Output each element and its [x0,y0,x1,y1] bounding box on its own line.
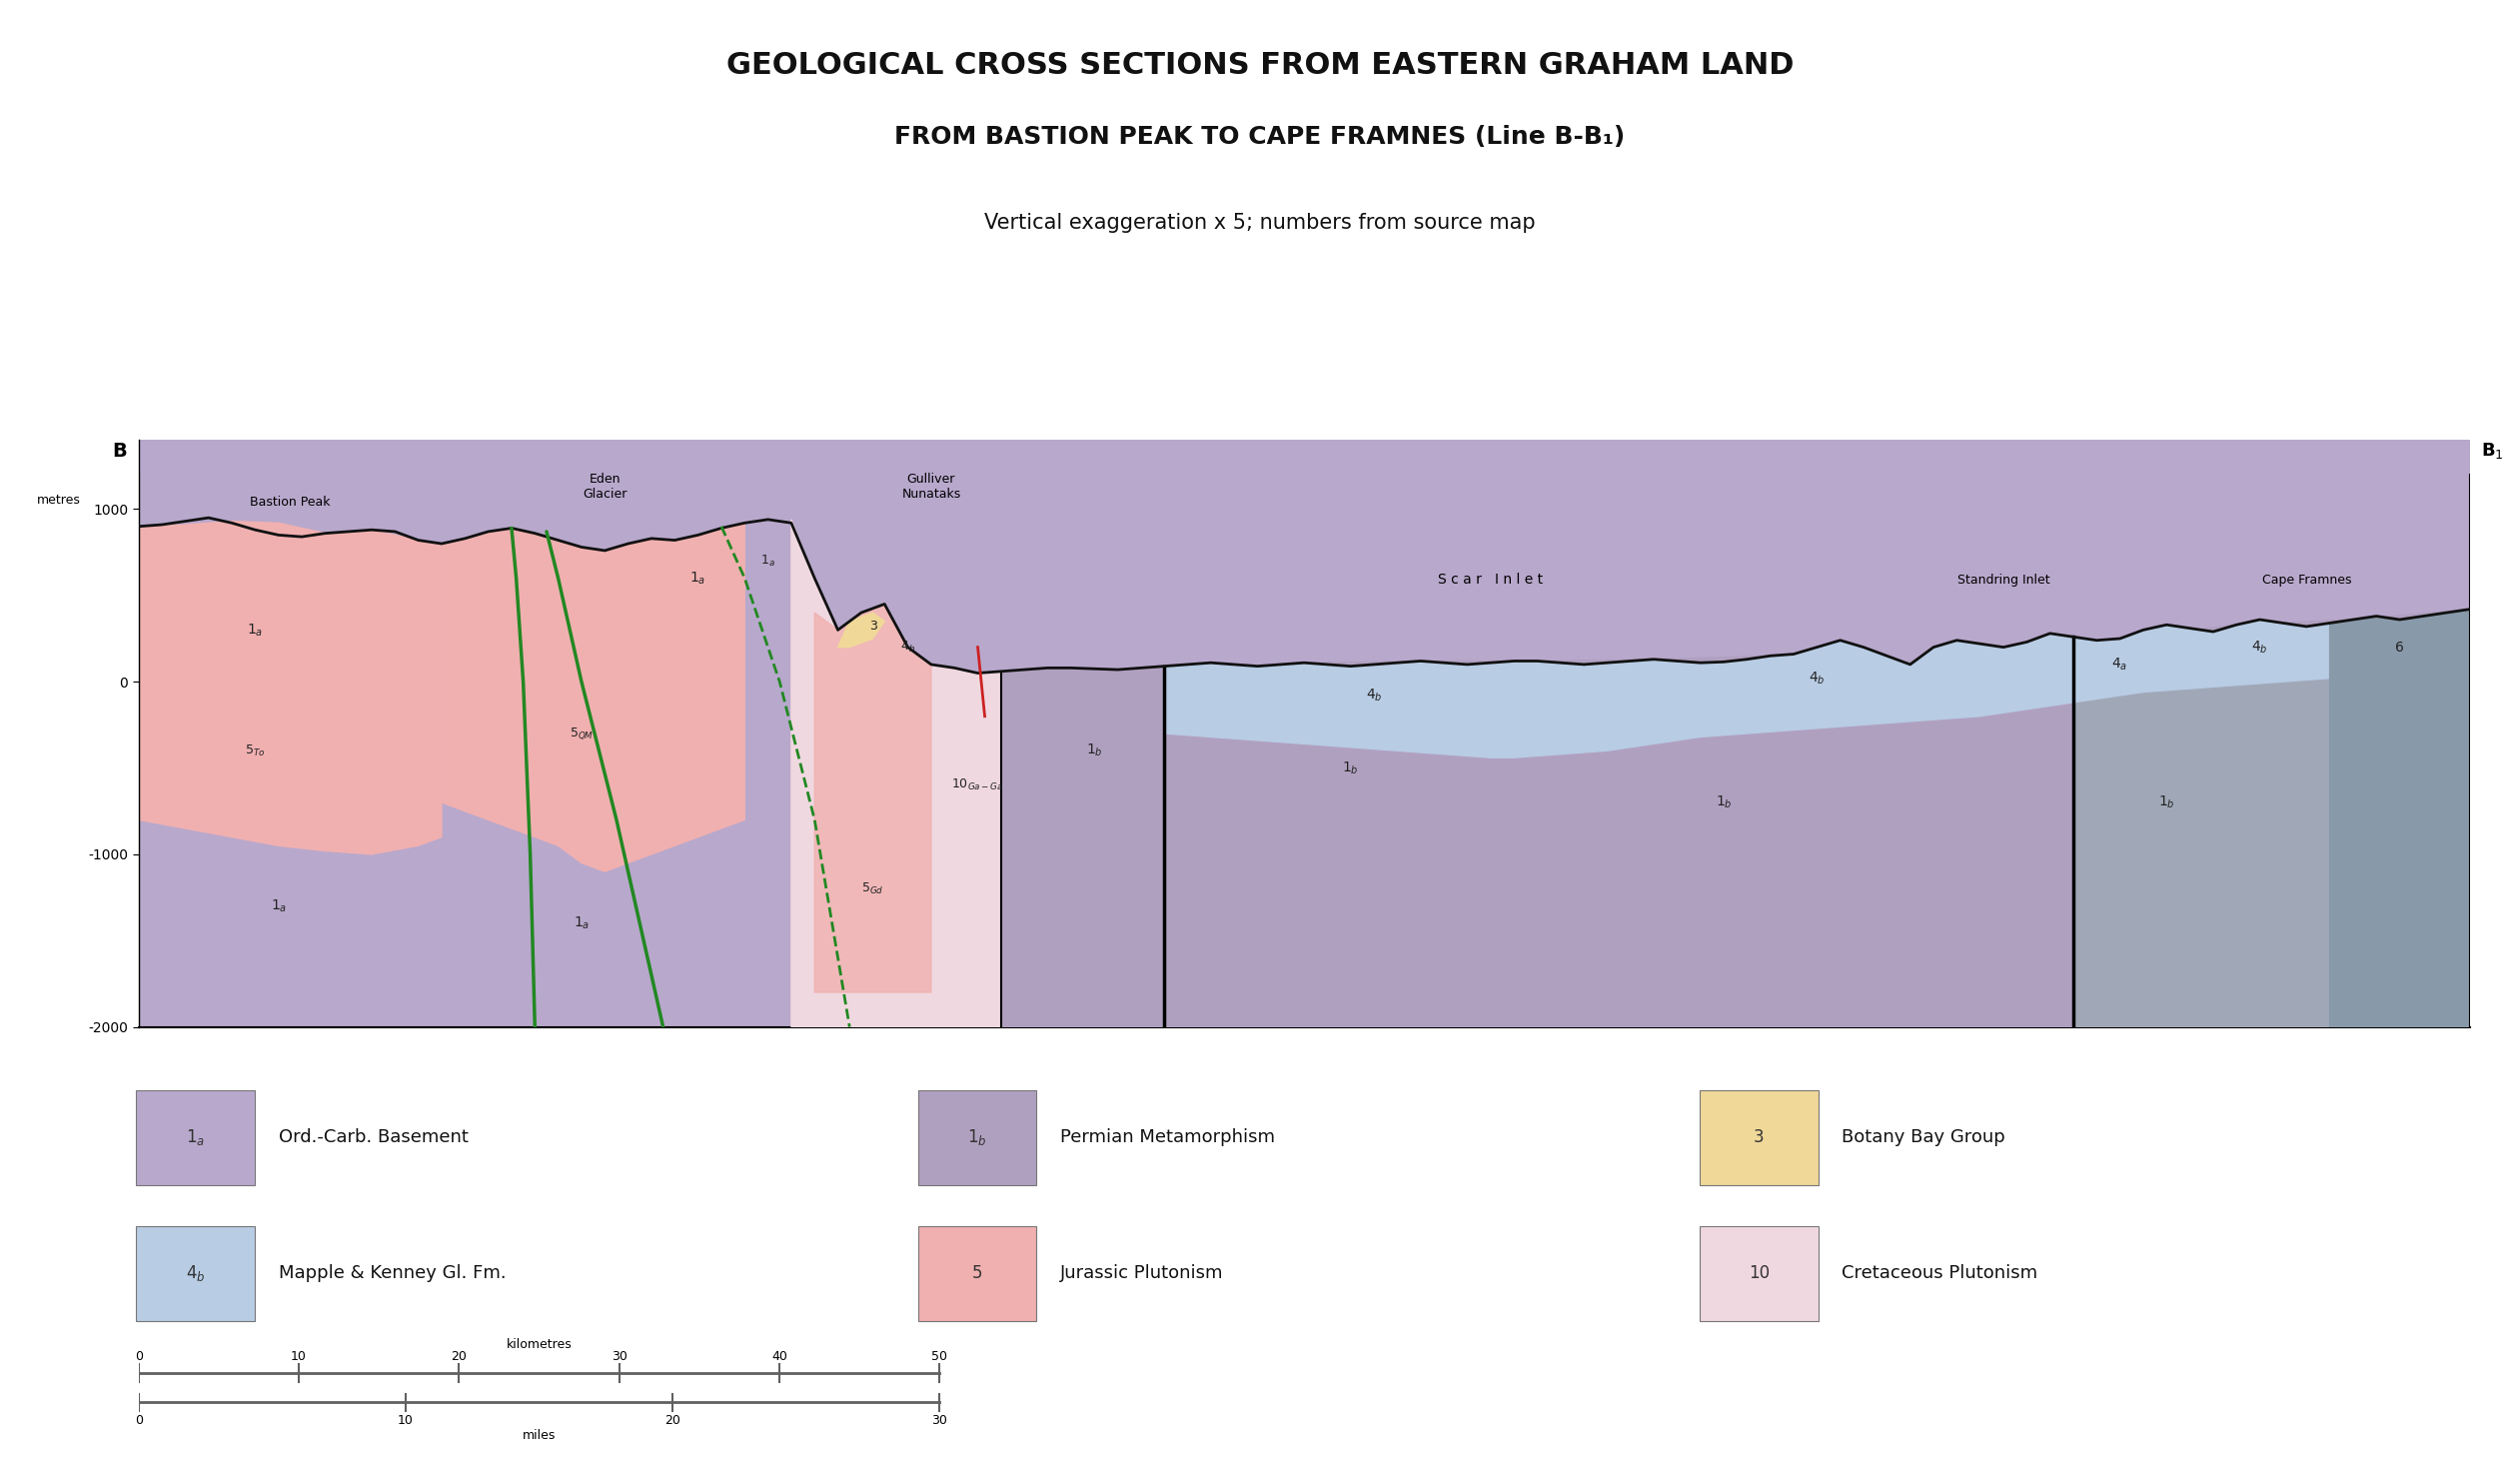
Text: 50: 50 [932,1350,948,1363]
Bar [1698,1090,1819,1185]
Polygon shape [839,613,885,647]
Text: 10: 10 [1749,1265,1769,1282]
Text: 4$_b$: 4$_b$ [1809,670,1824,687]
Bar [917,1090,1036,1185]
Text: 4$_a$: 4$_a$ [2112,656,2127,673]
Text: 10: 10 [290,1350,307,1363]
Polygon shape [2331,609,2470,1027]
Polygon shape [1164,609,2470,757]
Polygon shape [441,522,746,871]
Text: S c a r   I n l e t: S c a r I n l e t [1439,572,1542,587]
Text: 1$_a$: 1$_a$ [186,1128,204,1147]
Polygon shape [2074,609,2470,1027]
Text: 5$_{Gd}$: 5$_{Gd}$ [862,882,885,896]
Text: 1$_a$: 1$_a$ [247,622,262,638]
Polygon shape [791,519,1164,1027]
Text: 1$_a$: 1$_a$ [270,898,287,914]
Text: 1$_b$: 1$_b$ [1716,794,1731,811]
Text: 1$_a$: 1$_a$ [761,553,776,568]
Text: 30: 30 [932,1414,948,1427]
Text: GEOLOGICAL CROSS SECTIONS FROM EASTERN GRAHAM LAND: GEOLOGICAL CROSS SECTIONS FROM EASTERN G… [726,51,1794,81]
Text: Cape Framnes: Cape Framnes [2263,574,2351,587]
Text: 40: 40 [771,1350,786,1363]
Text: Mapple & Kenney Gl. Fm.: Mapple & Kenney Gl. Fm. [277,1265,507,1282]
Text: 30: 30 [612,1350,627,1363]
Text: kilometres: kilometres [507,1338,572,1351]
Text: Permian Metamorphism: Permian Metamorphism [1061,1128,1275,1147]
Text: 4$_b$: 4$_b$ [1366,688,1383,704]
Text: FROM BASTION PEAK TO CAPE FRAMNES (Line B-B₁): FROM BASTION PEAK TO CAPE FRAMNES (Line … [895,125,1625,148]
Text: 4$_b$: 4$_b$ [2250,640,2268,656]
Text: Vertical exaggeration x 5; numbers from source map: Vertical exaggeration x 5; numbers from … [985,213,1535,233]
Text: 20: 20 [451,1350,466,1363]
Text: Standring Inlet: Standring Inlet [1958,574,2049,587]
Text: 5$_{QM}$: 5$_{QM}$ [570,726,595,741]
Text: 6: 6 [2394,640,2404,654]
Text: 1$_b$: 1$_b$ [2157,794,2175,811]
Text: 4$_b$: 4$_b$ [900,640,915,654]
Polygon shape [814,604,932,992]
Bar [136,1226,255,1320]
Text: Bastion Peak: Bastion Peak [249,496,330,509]
Polygon shape [139,440,2470,1027]
Text: Eden
Glacier: Eden Glacier [582,472,627,500]
Text: Gulliver
Nunataks: Gulliver Nunataks [902,472,960,500]
Text: 10: 10 [398,1414,413,1427]
Bar [136,1090,255,1185]
Text: 3: 3 [1754,1128,1764,1147]
Text: 1$_b$: 1$_b$ [968,1128,988,1147]
Text: metres: metres [35,494,81,508]
Text: Jurassic Plutonism: Jurassic Plutonism [1061,1265,1225,1282]
Text: 4$_b$: 4$_b$ [186,1263,204,1284]
Text: Ord.-Carb. Basement: Ord.-Carb. Basement [277,1128,469,1147]
Text: 1$_b$: 1$_b$ [1343,760,1358,776]
Text: 20: 20 [665,1414,680,1427]
Bar [1698,1226,1819,1320]
Text: 5: 5 [973,1265,983,1282]
Text: 1$_a$: 1$_a$ [575,915,590,932]
Text: miles: miles [522,1429,557,1442]
Text: B$_1$: B$_1$ [2482,440,2505,461]
Text: 0: 0 [134,1414,144,1427]
Bar [917,1226,1036,1320]
Text: 3: 3 [869,621,877,632]
Text: B: B [113,442,126,461]
Text: 1$_b$: 1$_b$ [1086,742,1104,758]
Polygon shape [139,521,441,854]
Text: 0: 0 [134,1350,144,1363]
Text: 5$_{To}$: 5$_{To}$ [244,744,265,758]
Polygon shape [1000,666,1164,1027]
Text: Botany Bay Group: Botany Bay Group [1842,1128,2006,1147]
Text: 10$_{Ga-Ga}$: 10$_{Ga-Ga}$ [953,778,1003,792]
Text: Cretaceous Plutonism: Cretaceous Plutonism [1842,1265,2039,1282]
Polygon shape [1164,609,2470,1027]
Text: 1$_a$: 1$_a$ [690,571,706,587]
